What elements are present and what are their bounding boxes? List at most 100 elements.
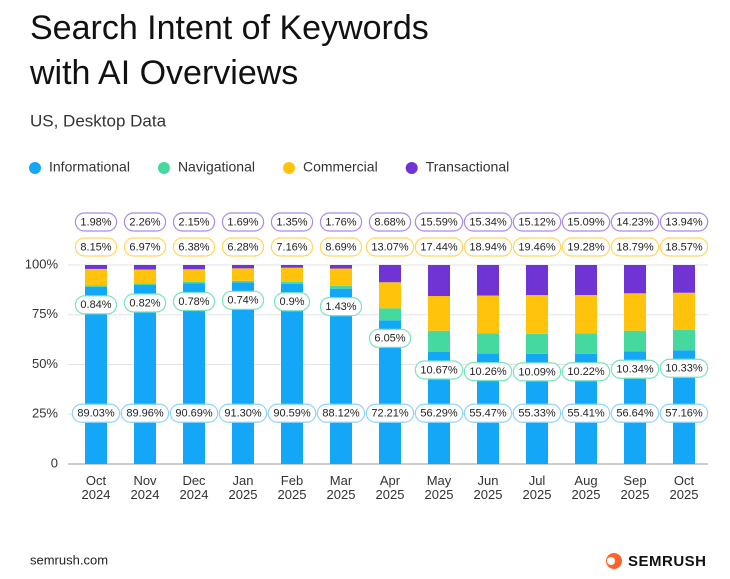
data-label: 0.9% xyxy=(273,292,311,312)
data-label-text: 8.69% xyxy=(325,241,356,253)
data-label-box xyxy=(319,212,363,232)
bar-segment xyxy=(379,282,401,309)
data-label-box xyxy=(659,358,709,378)
data-label-text: 10.26% xyxy=(469,366,507,378)
data-label: 18.79% xyxy=(610,237,660,257)
data-label-text: 72.21% xyxy=(371,408,409,420)
data-label: 55.33% xyxy=(512,403,562,423)
data-label: 90.59% xyxy=(267,403,317,423)
x-tick-line: Dec xyxy=(182,473,206,488)
bar-segment xyxy=(232,264,254,269)
data-label-text: 89.03% xyxy=(77,408,115,420)
data-label-box xyxy=(512,237,562,257)
x-tick-label: Oct 2025 xyxy=(670,473,699,502)
data-label: 6.97% xyxy=(123,237,167,257)
data-label-box xyxy=(319,297,363,317)
data-label-box xyxy=(172,237,216,257)
data-label-text: 17.44% xyxy=(420,241,458,253)
x-tick-line: Sep xyxy=(623,473,646,488)
data-label-text: 19.46% xyxy=(518,241,556,253)
data-label-text: 18.57% xyxy=(665,241,703,253)
bar-segment xyxy=(85,265,107,269)
x-tick-line: Aug xyxy=(574,473,597,488)
bar-segment xyxy=(379,264,401,283)
data-label-text: 10.33% xyxy=(665,363,703,375)
data-label: 0.78% xyxy=(172,291,216,312)
bar-segment xyxy=(330,285,352,289)
data-label: 15.12% xyxy=(512,212,562,232)
data-label: 57.16% xyxy=(659,403,709,423)
bar-segment xyxy=(624,330,646,352)
bar-segment xyxy=(526,333,548,354)
logo-icon-inner xyxy=(607,557,615,565)
bar-segment xyxy=(281,267,303,282)
legend-marker xyxy=(29,162,41,174)
bar-segment xyxy=(428,265,450,297)
data-label: 56.29% xyxy=(414,403,464,423)
data-label-box xyxy=(659,403,709,423)
bar-segment xyxy=(330,265,352,269)
data-label-text: 57.16% xyxy=(665,408,703,420)
data-label: 8.68% xyxy=(368,212,412,232)
data-label-text: 90.69% xyxy=(175,408,213,420)
x-tick-line: Nov xyxy=(133,473,157,488)
data-label-text: 55.47% xyxy=(469,408,507,420)
data-label: 13.94% xyxy=(659,212,709,232)
data-label-box xyxy=(267,403,317,423)
data-label: 10.34% xyxy=(610,359,660,379)
data-label-text: 10.09% xyxy=(518,366,556,378)
bar-segment xyxy=(183,269,205,282)
bar-segment xyxy=(477,295,499,334)
bar-segment xyxy=(134,283,156,285)
data-label-text: 0.82% xyxy=(129,297,160,309)
data-label-box xyxy=(368,328,412,348)
data-label-box xyxy=(74,295,118,315)
bar-segment xyxy=(477,264,499,296)
bar-segment xyxy=(134,269,156,284)
x-tick-line: 2024 xyxy=(180,487,209,502)
legend-marker xyxy=(283,162,295,174)
data-label-box xyxy=(218,403,268,423)
x-tick-line: 2025 xyxy=(621,487,650,502)
data-label-box xyxy=(463,212,513,232)
data-label: 0.82% xyxy=(123,293,167,313)
data-label-box xyxy=(463,362,513,382)
x-tick-line: 2025 xyxy=(327,487,356,502)
data-label-text: 10.34% xyxy=(616,364,654,376)
bar-segment xyxy=(232,268,254,281)
data-label: 10.09% xyxy=(512,362,562,382)
x-tick-label: Apr 2025 xyxy=(376,473,405,502)
title-line: Search Intent of Keywords xyxy=(30,9,429,47)
data-label: 8.69% xyxy=(319,237,363,257)
data-label-box xyxy=(463,403,513,423)
data-label-box xyxy=(610,359,660,379)
data-label-box xyxy=(414,360,464,380)
legend-label: Commercial xyxy=(303,159,378,175)
x-tick-label: Mar 2025 xyxy=(327,473,356,502)
bar-segment xyxy=(330,268,352,286)
legend-label: Informational xyxy=(49,159,130,175)
data-label: 17.44% xyxy=(414,237,464,257)
data-label-text: 0.9% xyxy=(279,296,304,308)
data-label-text: 1.43% xyxy=(325,301,356,313)
y-tick-label: 75% xyxy=(32,306,58,321)
data-label-text: 1.76% xyxy=(325,216,356,228)
data-label-box xyxy=(74,212,118,232)
brand-name: SEMRUSH xyxy=(628,553,707,570)
data-label-text: 10.22% xyxy=(567,366,605,378)
data-label: 89.03% xyxy=(71,403,121,423)
data-label: 1.35% xyxy=(270,212,314,232)
data-label-text: 56.29% xyxy=(420,408,458,420)
bar-segment xyxy=(85,285,107,287)
x-tick-label: Feb 2025 xyxy=(278,473,307,502)
data-label-box xyxy=(561,212,611,232)
x-tick-line: Apr xyxy=(380,473,401,488)
x-tick-line: Oct xyxy=(86,473,107,488)
data-label-box xyxy=(123,237,167,257)
x-tick-line: Mar xyxy=(330,473,353,488)
x-tick-line: 2025 xyxy=(670,487,699,502)
data-label-box xyxy=(270,212,314,232)
data-label: 2.15% xyxy=(172,212,216,232)
data-label: 6.28% xyxy=(221,237,265,257)
bar-segment xyxy=(232,280,254,283)
